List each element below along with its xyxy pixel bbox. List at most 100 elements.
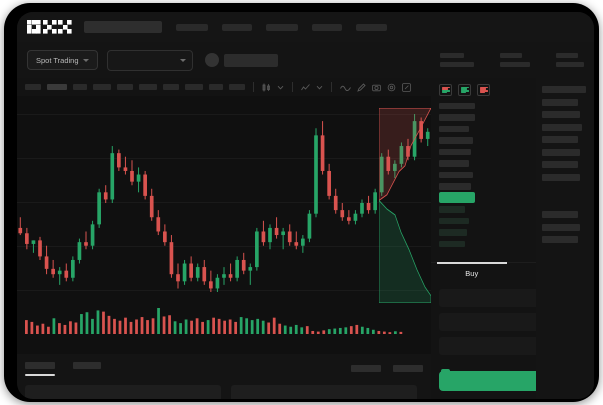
orders-content-panel: [25, 384, 221, 399]
nav-item-active[interactable]: [84, 21, 162, 33]
market-depth-overlay: [379, 108, 431, 303]
chevron-down-icon[interactable]: [316, 85, 323, 90]
logo-letter-o: [27, 20, 41, 34]
indicators-icon[interactable]: [301, 83, 310, 92]
timeframe-button[interactable]: [209, 84, 223, 90]
orders-panel: [17, 354, 431, 399]
nav-item[interactable]: [222, 23, 252, 31]
top-navigation-bar: [17, 12, 594, 42]
nav-item[interactable]: [266, 23, 298, 31]
orders-tab-label: [73, 362, 101, 369]
ticker-stat: [556, 53, 584, 67]
orders-action-button[interactable]: [393, 365, 423, 373]
device-screen: Spot Trading: [17, 12, 594, 399]
candlestick-chart-type-icon[interactable]: [262, 83, 271, 92]
bid-price: [439, 240, 465, 247]
chevron-down-icon: [179, 58, 186, 62]
recent-trades-list[interactable]: [536, 78, 594, 399]
last-price-highlight: [439, 192, 475, 204]
chart-toolbar: [17, 78, 431, 96]
okx-logo[interactable]: [27, 20, 72, 34]
coin-avatar-icon: [204, 53, 219, 67]
orders-actions: [351, 365, 423, 373]
timeframe-button[interactable]: [93, 84, 111, 90]
orders-content-panel: [231, 384, 417, 399]
gridline: [17, 158, 431, 159]
toolbar-divider: [331, 82, 332, 92]
candlestick-series: [18, 114, 430, 292]
bid-price: [439, 229, 467, 236]
orderbook-bids-icon[interactable]: [458, 84, 471, 96]
recent-trades-rows: [542, 86, 588, 243]
ticker-stats: [414, 53, 584, 67]
ticker-stat-value: [556, 61, 584, 67]
trade-tab-buy[interactable]: Buy: [431, 262, 513, 283]
nav-item[interactable]: [312, 23, 342, 31]
ask-price: [439, 137, 473, 144]
timeframe-button[interactable]: [163, 84, 179, 90]
nav-item[interactable]: [356, 23, 387, 31]
toolbar-divider: [253, 82, 254, 92]
timeframe-button[interactable]: [47, 84, 67, 90]
recent-trade-row: [542, 136, 578, 143]
recent-trade-row: [542, 223, 580, 231]
orderbook-bid-row[interactable]: [439, 204, 586, 216]
logo-letter-k: [42, 20, 57, 34]
timeframe-button[interactable]: [117, 84, 133, 90]
timeframe-button[interactable]: [25, 84, 41, 90]
ticker-stat: [440, 53, 474, 67]
line-chart-icon[interactable]: [340, 84, 351, 91]
fullscreen-icon[interactable]: [402, 82, 411, 92]
bid-price: [439, 206, 465, 213]
orders-tab-label: [25, 362, 55, 369]
recent-trade-row: [542, 86, 586, 93]
price-chart[interactable]: [17, 96, 431, 354]
orderbook-last-price-row: [439, 192, 586, 204]
recent-trade-row: [542, 161, 578, 168]
timeframe-button[interactable]: [185, 84, 203, 90]
recent-trade-row: [542, 186, 588, 193]
orderbook-header-price: [439, 102, 475, 109]
pair-selector[interactable]: [106, 49, 193, 71]
ask-price: [439, 160, 469, 167]
orders-tab[interactable]: [73, 362, 101, 376]
chevron-down-icon[interactable]: [277, 85, 284, 90]
orderbook-display-modes: [431, 78, 594, 100]
spot-trading-label: Spot Trading: [36, 55, 79, 65]
timeframe-buttons: [25, 84, 245, 90]
timeframe-button[interactable]: [73, 84, 87, 90]
orderbook-asks-icon[interactable]: [477, 84, 490, 96]
nav-items: [162, 23, 387, 31]
orders-tab[interactable]: [25, 362, 55, 376]
orderbook-both-icon[interactable]: [439, 84, 452, 96]
active-tab-underline: [25, 374, 55, 376]
camera-snapshot-icon[interactable]: [372, 83, 381, 92]
orders-tab-row: [25, 362, 423, 376]
gridline: [17, 202, 431, 203]
orders-action-button[interactable]: [351, 365, 381, 373]
gridline: [17, 114, 431, 115]
ticker-stat-label: [556, 53, 578, 58]
recent-trade-row: [542, 236, 578, 243]
ask-price: [439, 183, 471, 190]
spot-trading-dropdown[interactable]: Spot Trading: [27, 50, 98, 70]
ticker-stat-value: [440, 61, 474, 67]
timeframe-button[interactable]: [139, 84, 157, 90]
recent-trade-row: [542, 98, 578, 106]
ticker-stat-label: [500, 53, 522, 58]
orders-content: [25, 384, 423, 399]
volume-histogram: [25, 308, 403, 334]
gridline: [17, 290, 431, 291]
ask-price: [439, 148, 471, 155]
recent-trade-row: [542, 199, 588, 206]
pencil-draw-icon[interactable]: [357, 82, 366, 92]
recent-trade-row: [542, 173, 580, 181]
settings-gear-icon[interactable]: [387, 83, 396, 92]
gridline: [17, 246, 431, 247]
ask-price: [439, 171, 473, 178]
recent-trade-row: [542, 123, 582, 131]
nav-item[interactable]: [176, 23, 208, 31]
recent-trade-row: [542, 211, 578, 218]
timeframe-button[interactable]: [229, 84, 245, 90]
